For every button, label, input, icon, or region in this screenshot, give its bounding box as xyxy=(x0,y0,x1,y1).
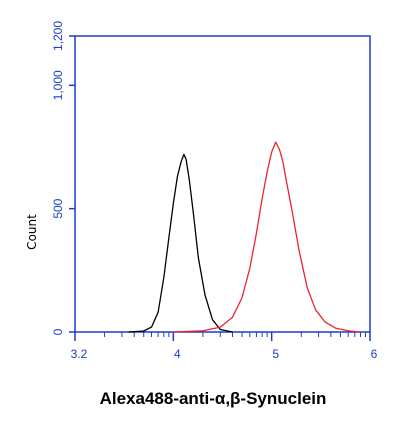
x-tick-label: 3.2 xyxy=(71,347,88,361)
y-tick-label: 500 xyxy=(51,198,65,218)
x-axis: 3.2 4 5 6 xyxy=(71,332,378,361)
y-tick-label: 0 xyxy=(51,328,65,335)
x-axis-label: Alexa488-anti-α,β-Synuclein xyxy=(100,389,327,408)
series-line-0 xyxy=(128,153,233,333)
y-tick-label: 1,000 xyxy=(51,70,65,100)
plot-frame xyxy=(74,35,371,333)
x-tick-label: 6 xyxy=(371,347,378,361)
y-tick-label: 1,200 xyxy=(51,21,65,51)
series-layer xyxy=(128,141,361,333)
x-tick-label: 4 xyxy=(174,347,181,361)
y-axis: 0 500 1,000 1,200 xyxy=(51,21,75,335)
series-line-1 xyxy=(173,141,361,333)
x-tick-label: 5 xyxy=(272,347,279,361)
y-axis-label: Count xyxy=(25,214,39,250)
